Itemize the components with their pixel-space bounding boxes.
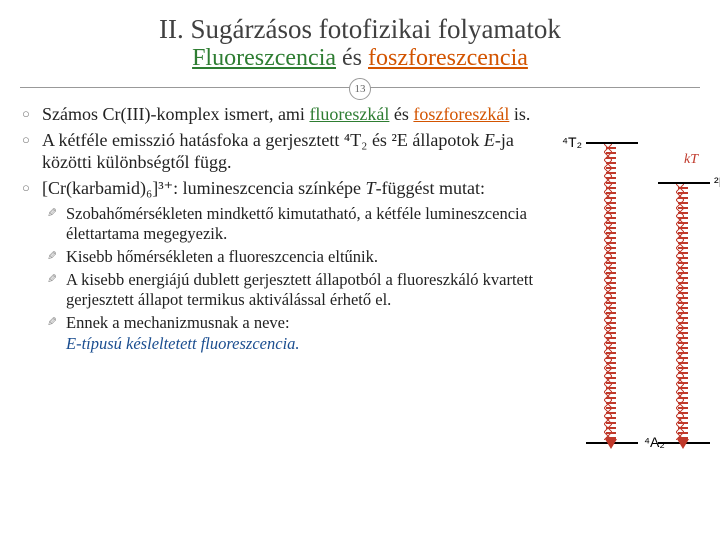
slide-subtitle: Fluoreszcencia és foszforeszcencia xyxy=(20,45,700,72)
arrowhead-icon xyxy=(605,439,617,449)
sub-2: Kisebb hőmérsékleten a fluoreszcencia el… xyxy=(46,247,560,267)
sub-4: Ennek a mechanizmusnak a neve: E-típusú … xyxy=(46,313,560,353)
label-kt: kT xyxy=(684,152,698,168)
energy-diagram: ⁴T₂ ²E ⁴A₂ kT xyxy=(566,104,700,504)
label-4a2: ⁴A₂ xyxy=(644,434,665,450)
arrowhead-icon xyxy=(677,439,689,449)
wave-arrow-right xyxy=(678,184,688,440)
label-2e: ²E xyxy=(714,174,720,190)
sub-3: A kisebb energiájú dublett gerjesztett á… xyxy=(46,270,560,310)
main-list: Számos Cr(III)-komplex ismert, ami fluor… xyxy=(20,104,560,200)
sub-1: Szobahőmérsékleten mindkettő kimutatható… xyxy=(46,204,560,244)
slide: II. Sugárzásos fotofizikai folyamatok Fl… xyxy=(0,0,720,540)
wave-arrow-left xyxy=(606,144,616,440)
bullet-2: A kétféle emisszió hatásfoka a gerjeszte… xyxy=(20,130,560,174)
label-4t2: ⁴T₂ xyxy=(562,134,582,150)
content: Számos Cr(III)-komplex ismert, ami fluor… xyxy=(20,104,700,504)
sub-list: Szobahőmérsékleten mindkettő kimutatható… xyxy=(46,204,560,354)
page-number: 13 xyxy=(349,78,371,100)
rule: 13 xyxy=(20,78,700,96)
subtitle-phos: foszforeszcencia xyxy=(368,45,528,71)
bullet-1: Számos Cr(III)-komplex ismert, ami fluor… xyxy=(20,104,560,126)
subtitle-amp: és xyxy=(336,45,368,71)
text-column: Számos Cr(III)-komplex ismert, ami fluor… xyxy=(20,104,560,357)
subtitle-fluor: Fluoreszcencia xyxy=(192,45,336,71)
bullet-3: [Cr(karbamid)₆]³⁺: lumineszcencia színké… xyxy=(20,178,560,200)
slide-title: II. Sugárzásos fotofizikai folyamatok xyxy=(20,14,700,45)
